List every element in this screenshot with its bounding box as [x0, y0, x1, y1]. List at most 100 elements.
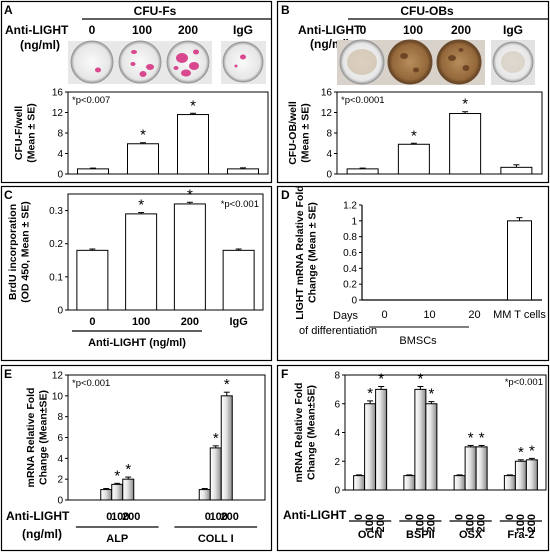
panel-f-group-label: BSPII [406, 529, 435, 541]
panel-d-days-label: Days [333, 310, 359, 322]
panel-f-x-tick-label: 200 [476, 514, 488, 532]
panel-c-bar [76, 249, 109, 311]
panel-e-bar [209, 447, 222, 501]
panel-b-bar [346, 168, 379, 175]
panel-d-y-tick-label: 0.8 [343, 232, 357, 243]
panel-f-x-tick-label: 100 [465, 514, 477, 532]
panel-b-dish-label: 200 [451, 23, 471, 37]
panel-c-frame [0, 185, 273, 362]
panel-f-x-tick-label: 100 [515, 514, 527, 532]
panel-c-x-tick-label: 200 [181, 316, 199, 328]
panel-c-significance-mark: * [138, 197, 144, 214]
panel-c-y-label: (OD 450, Mean ± SE) [19, 201, 31, 302]
panel-a-dish-photo [68, 40, 266, 84]
panel-f-significance-mark: * [479, 429, 485, 446]
panel-f-bar [403, 475, 416, 491]
panel-c-significance-mark: * [187, 186, 193, 203]
panel-f-x-tick-label: 0 [353, 514, 365, 520]
panel-a-y-tick-label: 12 [52, 108, 64, 119]
panel-d-y-tick-label: 0.6 [343, 248, 357, 259]
panel-f-y-label: mRNA Relative Fold [293, 383, 305, 483]
panel-b-dish-label: 100 [403, 23, 423, 37]
panel-b-bar [397, 143, 430, 175]
panel-e-annotation: *p<0.001 [72, 378, 110, 389]
panel-e-x-tick-label: 100 [210, 511, 228, 523]
panel-b-dish-label: IgG [503, 23, 523, 37]
panel-f-significance-mark: * [378, 371, 384, 388]
panel-a-unit-label: (ng/ml) [20, 38, 60, 52]
panel-e-significance-mark: * [213, 430, 219, 447]
panel-e-y-label: Change (Mean±SE) [37, 390, 49, 485]
panel-e-bar [100, 489, 113, 501]
panel-e-x-tick-label: 0 [205, 511, 211, 523]
panel-e-frame [0, 364, 273, 552]
panel-c-y-tick-label: 0 [57, 306, 63, 317]
panel-d-y-tick-label: 0.2 [343, 280, 357, 291]
panel-f-bar [503, 475, 516, 491]
panel-f-significance-mark: * [428, 386, 434, 403]
panel-c-y-tick-label: 0.1 [49, 272, 63, 283]
panel-f-significance-mark: * [518, 444, 524, 461]
panel-a-chart: 0 4 8 12 16 CFU-F/well (Mean ± SE) *p<0.007 * * [13, 88, 269, 181]
panel-d-bar [507, 220, 532, 301]
panel-f-x-tick-label: 200 [526, 514, 538, 532]
panel-e-significance-mark: * [114, 467, 120, 484]
panel-b-y-tick-label: 8 [326, 129, 332, 140]
panel-f-bar [425, 403, 438, 491]
panel-a-letter: A [4, 3, 13, 17]
panel-d-frame [276, 185, 550, 362]
panel-e-group-label: COLL I [198, 533, 234, 545]
panel-c-x-tick-label: 0 [89, 316, 95, 328]
panel-f-chart: 0 2 4 6 8 mRNA Relative Fold Change (Mean±SE) *… [293, 371, 547, 541]
panel-f-group-label: OSX [459, 529, 483, 541]
panel-d-y-label: LIGHT mRNA Relative Fold [294, 185, 306, 319]
panel-a-y-label: (Mean ± SE) [25, 103, 37, 162]
panel-f-bar [464, 446, 477, 491]
panel-d-y-tick-label: 0 [351, 296, 357, 307]
panel-e-letter: E [4, 367, 12, 381]
panel-c-bar [222, 249, 255, 311]
panel-a-y-tick-label: 16 [52, 88, 64, 99]
panel-f-x-tick-label: 0 [454, 514, 466, 520]
panel-a-bar [177, 114, 209, 175]
panel-e-y-tick-label: 2 [57, 475, 63, 486]
panel-a-significance-mark: * [140, 127, 146, 144]
panel-b-significance-mark: * [462, 96, 468, 113]
panel-a-header: CFU-Fs [134, 4, 177, 18]
panel-d-x-tick-label: 0 [381, 309, 387, 321]
panel-e-chart: 0 2 4 6 8 10 12 mRNA Relative Fold Change (Mean±… [25, 371, 266, 545]
panel-f-significance-mark: * [468, 429, 474, 446]
panel-f-y-tick-label: 6 [334, 399, 340, 410]
panel-e-bar [111, 483, 124, 501]
panel-d-diff-label: of differentiation [299, 325, 377, 337]
panel-f-x-tick-label: 100 [364, 514, 376, 532]
panel-c-chart: 0 0.1 0.2 0.3 BrdU incorporation (OD 450, Mea… [7, 186, 264, 328]
panel-e-group-label: ALP [106, 533, 128, 545]
panel-e-treatment-label: Anti-LIGHT [6, 509, 70, 523]
panel-a-bar [77, 168, 109, 175]
panel-d-y-label: Change (Mean ± SE) [306, 202, 318, 303]
panel-c-letter: C [4, 188, 13, 202]
panel-f-group-label: Fra-2 [507, 529, 534, 541]
panel-f-y-tick-label: 4 [334, 428, 340, 439]
panel-f-x-tick-label: 0 [403, 514, 415, 520]
panel-e-y-tick-label: 8 [57, 412, 63, 423]
panel-e-y-tick-label: 12 [52, 371, 64, 382]
panel-b-y-tick-label: 12 [321, 108, 333, 119]
panel-f-x-tick-label: 200 [375, 514, 387, 532]
panel-e-bar [220, 395, 233, 501]
panel-e-bar [122, 478, 135, 501]
panel-f-bar [375, 388, 388, 491]
panel-a-y-tick-label: 4 [57, 149, 63, 160]
panel-f-y-tick-label: 8 [334, 371, 340, 382]
panel-b-letter: B [281, 3, 290, 17]
panel-d-letter: D [281, 188, 290, 202]
panel-f-frame [276, 364, 550, 552]
panel-e-plot-frame [67, 374, 266, 501]
panel-e-significance-mark: * [125, 461, 131, 478]
panel-b-header: CFU-OBs [400, 4, 454, 18]
panel-a-y-tick-label: 0 [57, 170, 63, 181]
panel-f-bar [514, 460, 527, 491]
panel-f-bar [475, 446, 488, 491]
